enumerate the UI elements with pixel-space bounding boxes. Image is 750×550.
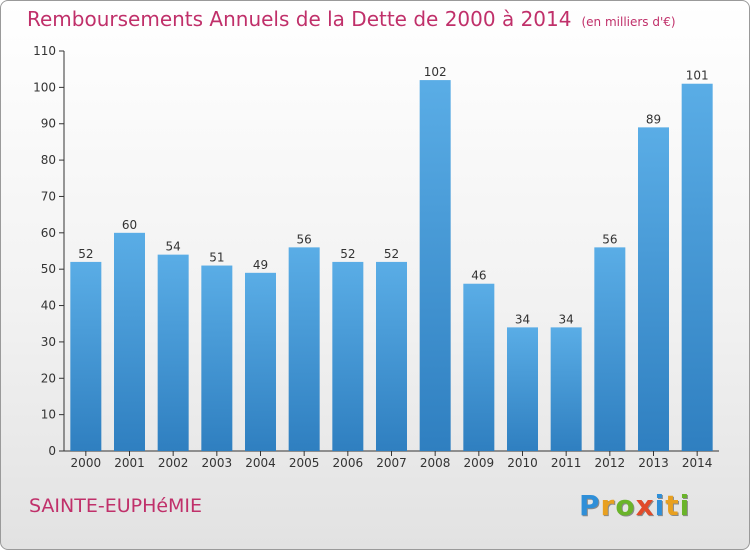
y-tick-label: 60: [41, 226, 56, 240]
chart-title-text: Remboursements Annuels de la Dette de 20…: [27, 7, 572, 31]
bar-value-label: 56: [602, 232, 617, 246]
bar: [70, 261, 102, 451]
logo-letter: t: [665, 489, 680, 522]
logo-letter: r: [600, 489, 616, 522]
x-tick-label: 2013: [638, 456, 669, 470]
y-tick-label: 20: [41, 371, 56, 385]
bar: [550, 327, 582, 451]
x-tick-label: 2002: [158, 456, 189, 470]
x-tick-label: 2006: [333, 456, 364, 470]
logo-letter: i: [679, 489, 691, 522]
x-tick-label: 2005: [289, 456, 320, 470]
logo-letter: x: [635, 489, 655, 522]
bar: [332, 261, 364, 451]
x-tick-label: 2000: [71, 456, 102, 470]
bar: [245, 272, 276, 451]
x-tick-label: 2014: [682, 456, 713, 470]
bar-value-label: 34: [515, 312, 530, 326]
bar: [376, 261, 407, 451]
x-tick-label: 2011: [551, 456, 582, 470]
y-tick-label: 0: [48, 444, 56, 458]
x-tick-label: 2003: [202, 456, 233, 470]
bar-value-label: 34: [559, 312, 574, 326]
bar-value-label: 101: [686, 69, 709, 83]
proxiti-logo: Proxiti: [579, 489, 690, 522]
y-tick-label: 40: [41, 299, 56, 313]
y-tick-label: 30: [41, 335, 56, 349]
y-tick-label: 110: [33, 44, 56, 58]
bar-value-label: 60: [122, 218, 137, 232]
bar-value-label: 54: [166, 240, 181, 254]
logo-letter: i: [654, 489, 666, 522]
bar: [114, 232, 145, 451]
bar: [463, 283, 495, 451]
bar-value-label: 46: [471, 269, 486, 283]
x-tick-label: 2010: [507, 456, 538, 470]
bar: [419, 80, 451, 451]
chart-unit: (en milliers d'€): [581, 15, 676, 29]
y-tick-label: 70: [41, 189, 56, 203]
x-tick-label: 2012: [595, 456, 626, 470]
bar: [288, 247, 320, 451]
logo-letter: P: [579, 489, 601, 522]
y-tick-label: 10: [41, 408, 56, 422]
y-tick-label: 90: [41, 117, 56, 131]
y-tick-label: 80: [41, 153, 56, 167]
bar: [594, 247, 626, 451]
bar-value-label: 52: [340, 247, 355, 261]
bar-value-label: 51: [209, 251, 224, 265]
bar: [638, 127, 669, 451]
bar: [507, 327, 538, 451]
bar: [681, 83, 713, 452]
x-tick-label: 2009: [464, 456, 495, 470]
x-tick-label: 2008: [420, 456, 451, 470]
chart-title: Remboursements Annuels de la Dette de 20…: [27, 7, 676, 31]
bar: [157, 254, 189, 451]
x-tick-label: 2007: [376, 456, 407, 470]
bar: [201, 265, 233, 451]
x-tick-label: 2001: [114, 456, 145, 470]
x-tick-label: 2004: [245, 456, 276, 470]
commune-name: SAINTE-EUPHéMIE: [29, 495, 203, 517]
bar-value-label: 52: [384, 247, 399, 261]
y-tick-label: 50: [41, 262, 56, 276]
bar-value-label: 49: [253, 258, 268, 272]
logo-letter: o: [615, 489, 636, 522]
bar-value-label: 56: [297, 232, 312, 246]
bar-value-label: 52: [78, 247, 93, 261]
bar-value-label: 102: [424, 65, 447, 79]
y-tick-label: 100: [33, 80, 56, 94]
bar-value-label: 89: [646, 112, 661, 126]
